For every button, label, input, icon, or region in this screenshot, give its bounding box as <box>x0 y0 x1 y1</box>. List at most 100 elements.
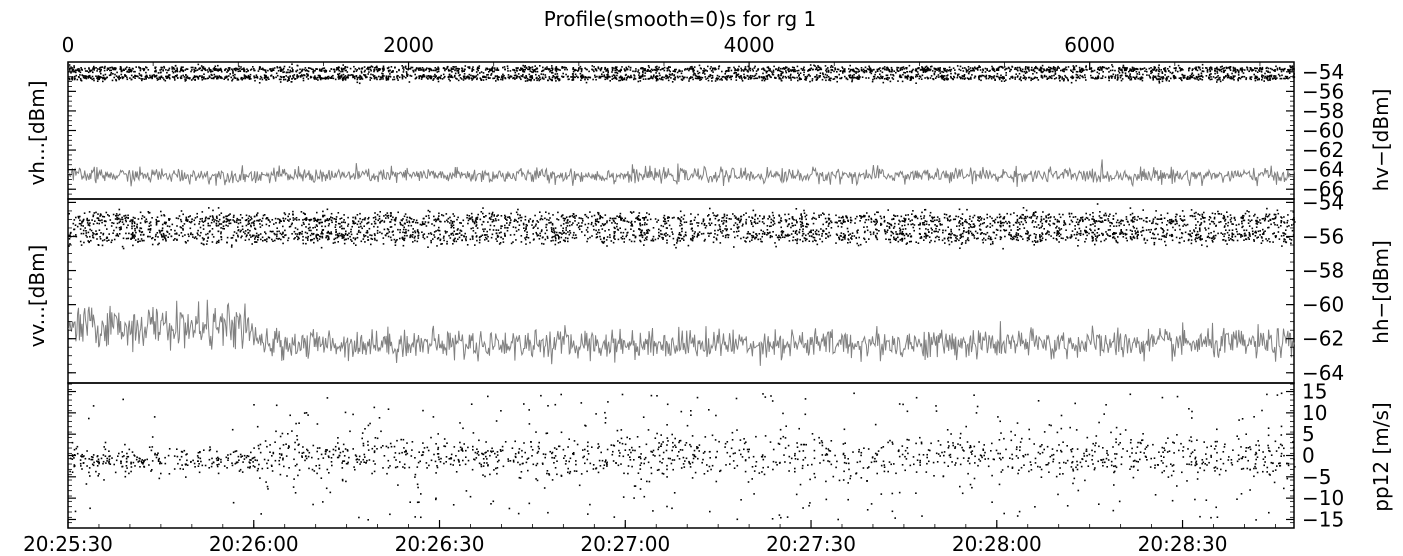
data-point <box>572 68 574 70</box>
data-point <box>1088 219 1090 221</box>
data-point <box>320 70 322 72</box>
data-point <box>1227 66 1229 69</box>
data-point <box>580 70 583 73</box>
data-point <box>288 71 291 74</box>
data-point <box>122 69 124 72</box>
data-point <box>1056 68 1058 70</box>
data-point <box>1286 225 1288 228</box>
data-point <box>1227 75 1230 78</box>
data-point <box>181 69 183 72</box>
data-point <box>219 77 222 79</box>
data-point <box>680 72 683 75</box>
data-point <box>433 224 436 227</box>
data-point <box>184 80 187 82</box>
data-point <box>130 78 133 81</box>
data-point <box>1222 79 1224 81</box>
data-point <box>994 218 997 221</box>
data-point <box>1158 75 1161 78</box>
data-point <box>217 76 219 79</box>
data-point <box>927 68 929 70</box>
data-point <box>860 67 863 69</box>
data-point <box>452 68 455 70</box>
data-point <box>909 220 912 222</box>
data-point <box>1248 215 1251 217</box>
data-point <box>112 73 114 75</box>
data-point <box>828 78 831 80</box>
data-point <box>236 68 238 71</box>
data-point <box>201 79 204 81</box>
data-point <box>692 74 695 76</box>
data-point <box>849 64 851 67</box>
data-point <box>1262 217 1265 220</box>
data-point <box>868 69 871 71</box>
data-point <box>1260 71 1263 73</box>
data-point <box>453 66 456 68</box>
data-point <box>925 70 928 73</box>
data-point <box>728 66 731 69</box>
data-point <box>408 81 411 83</box>
data-point <box>970 69 972 72</box>
data-point <box>772 71 775 73</box>
data-point <box>347 77 349 79</box>
data-point <box>290 70 292 73</box>
data-point <box>740 76 743 79</box>
data-point <box>842 221 845 223</box>
data-point <box>985 77 988 80</box>
data-point <box>1228 76 1230 79</box>
data-point <box>648 78 651 80</box>
data-point <box>1062 79 1065 82</box>
data-point <box>971 74 973 76</box>
data-point <box>1191 76 1193 79</box>
data-point <box>318 219 320 221</box>
data-point <box>1162 76 1164 78</box>
data-point <box>1231 229 1234 231</box>
data-point <box>428 217 430 219</box>
data-point <box>886 76 889 79</box>
data-point <box>1026 67 1029 70</box>
data-point <box>866 68 869 70</box>
data-point <box>346 76 348 79</box>
data-point <box>871 70 873 73</box>
data-point <box>109 69 111 72</box>
data-point <box>692 70 694 73</box>
data-point <box>288 77 290 80</box>
data-point <box>1220 68 1223 71</box>
data-point <box>816 74 818 76</box>
data-point <box>1162 77 1165 79</box>
data-point <box>1107 220 1110 222</box>
data-point <box>92 67 95 69</box>
data-point <box>209 69 212 71</box>
data-point <box>734 222 737 224</box>
data-point <box>269 69 272 71</box>
data-point <box>607 70 609 72</box>
data-point <box>1150 72 1152 75</box>
data-point <box>726 76 729 78</box>
data-point <box>1108 215 1110 217</box>
data-point <box>88 211 91 213</box>
data-point <box>330 75 333 78</box>
data-point <box>423 68 425 71</box>
data-point <box>611 71 613 73</box>
data-point <box>147 69 150 71</box>
data-point <box>1209 70 1211 73</box>
data-point <box>1136 73 1138 75</box>
data-point <box>300 211 303 213</box>
data-point <box>1104 76 1107 79</box>
data-point <box>1249 76 1252 78</box>
data-point <box>216 75 218 78</box>
data-point <box>192 66 194 69</box>
data-point <box>1250 67 1252 70</box>
data-point <box>773 65 775 68</box>
data-point <box>138 77 141 79</box>
data-point <box>1011 75 1014 78</box>
data-point <box>145 218 148 220</box>
data-point <box>1054 67 1056 69</box>
data-point <box>811 79 814 82</box>
data-point <box>815 229 818 231</box>
data-point <box>151 74 154 77</box>
data-point <box>334 224 337 226</box>
data-point <box>387 78 390 80</box>
data-point <box>639 219 641 221</box>
data-point <box>779 70 782 72</box>
